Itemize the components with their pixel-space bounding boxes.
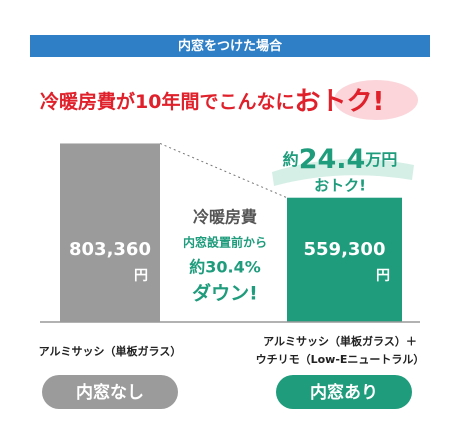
savings-prefix: 約 bbox=[283, 150, 299, 169]
group-pill bbox=[42, 375, 178, 409]
savings-amount: 約24.4万円 bbox=[283, 144, 398, 175]
category-label: アルミサッシ（単板ガラス）＋ウチリモ（Low-Eニュートラル） bbox=[256, 334, 425, 366]
comparison-line: 冷暖房費 bbox=[193, 208, 257, 227]
emphasis-blob bbox=[334, 80, 418, 120]
value-label: 559,300 bbox=[304, 239, 386, 260]
connector bbox=[159, 143, 288, 199]
savings-unit: 万円 bbox=[364, 150, 397, 169]
value-unit: 円 bbox=[376, 268, 390, 284]
headline-emphasis: おトク! bbox=[294, 87, 384, 117]
header: 内窓をつけた場合 bbox=[178, 38, 283, 54]
value-label: 803,360 bbox=[69, 239, 151, 260]
savings-tail: おトク! bbox=[314, 177, 366, 195]
group-pill bbox=[276, 375, 412, 409]
bar bbox=[287, 197, 402, 322]
comparison-line: ダウン! bbox=[192, 282, 258, 305]
headline: 冷暖房費が10年間でこんなにおトク! bbox=[40, 87, 384, 117]
savings-swash bbox=[272, 158, 414, 186]
header-bar bbox=[30, 35, 430, 57]
comparison-line: 約30.4% bbox=[189, 258, 261, 277]
group-label: 内窓あり bbox=[310, 382, 378, 403]
value-unit: 円 bbox=[134, 268, 148, 284]
comparison-line: 内窓設置前から bbox=[183, 235, 267, 250]
savings-number: 24.4 bbox=[299, 144, 366, 175]
bar bbox=[60, 143, 160, 322]
category-label: アルミサッシ（単板ガラス） bbox=[39, 344, 182, 358]
group-label: 内窓なし bbox=[76, 382, 144, 403]
headline-main: 冷暖房費が10年間でこんなに bbox=[40, 90, 294, 113]
